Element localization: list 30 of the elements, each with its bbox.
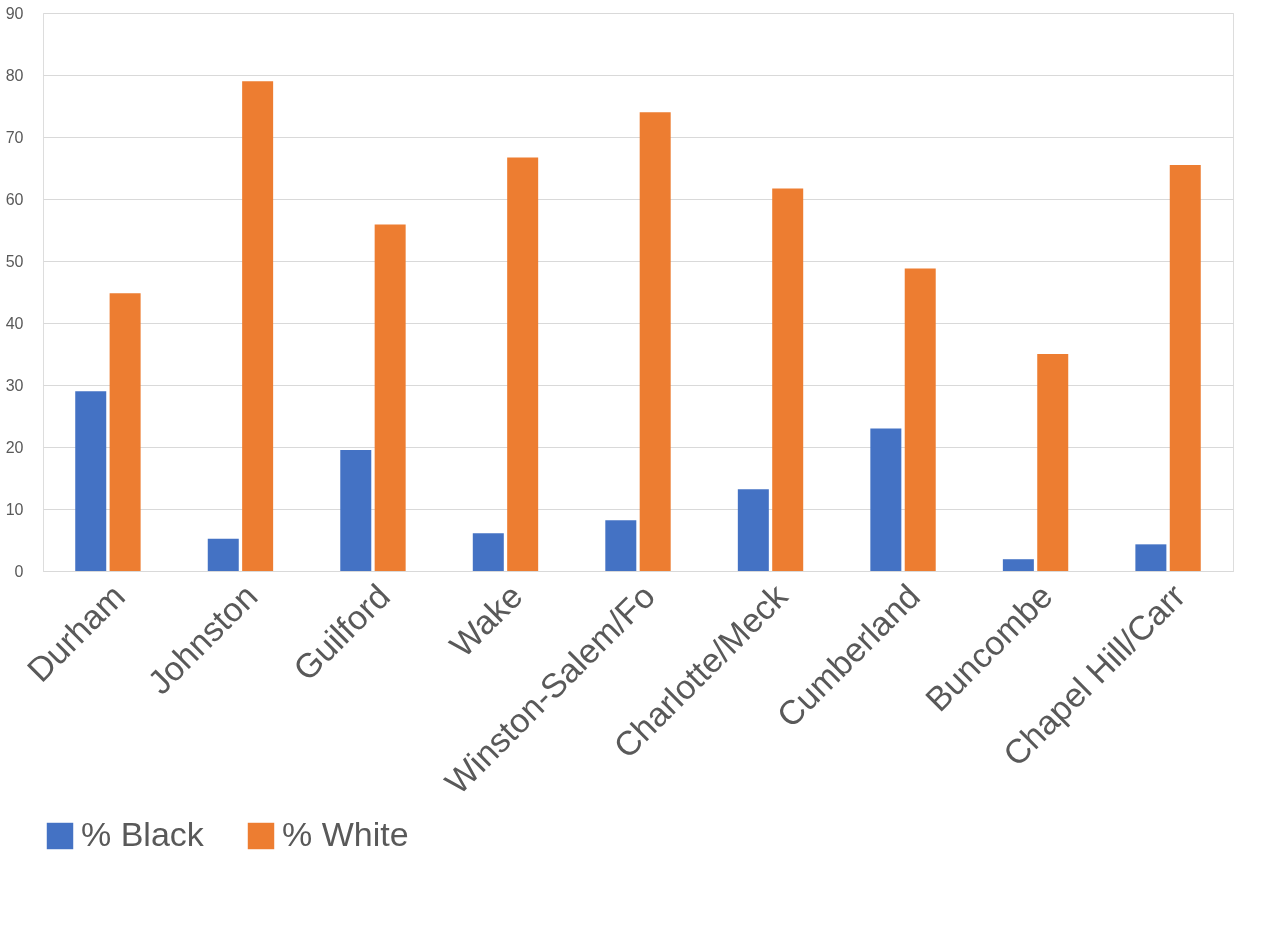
bar: [207, 538, 239, 571]
bar: [870, 428, 902, 571]
y-tick-label: 20: [5, 438, 24, 456]
y-tick-label: 80: [5, 66, 24, 84]
y-tick-label: 60: [5, 190, 24, 208]
y-tick-label: 0: [14, 562, 24, 580]
bar: [1037, 354, 1069, 571]
bar: [605, 520, 637, 571]
y-tick-label: 50: [5, 252, 24, 270]
bar: [772, 188, 804, 571]
bar: [639, 112, 671, 571]
bar: [109, 293, 141, 571]
legend-label: % White: [282, 815, 409, 853]
bar: [75, 391, 107, 571]
bar: [242, 81, 274, 571]
bar: [1135, 544, 1167, 571]
bar: [1002, 559, 1034, 571]
y-tick-label: 30: [5, 376, 24, 394]
bar: [472, 533, 504, 571]
legend-label: % Black: [81, 815, 205, 853]
bar: [507, 157, 539, 571]
bar: [374, 224, 406, 571]
y-tick-label: 40: [5, 314, 24, 332]
y-tick-label: 10: [5, 500, 24, 518]
y-tick-label: 90: [5, 4, 24, 22]
bar: [340, 450, 372, 571]
bar: [737, 489, 769, 571]
y-tick-label: 70: [5, 128, 24, 146]
bar: [1169, 164, 1201, 571]
bar: [904, 268, 936, 571]
